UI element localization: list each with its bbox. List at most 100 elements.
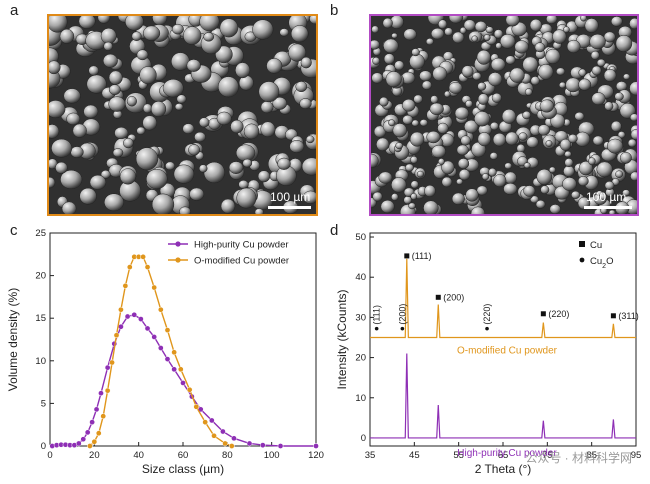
sem-particle	[125, 16, 144, 31]
sem-particle	[108, 84, 121, 96]
chart-c-point	[122, 282, 129, 289]
sem-particle	[444, 27, 453, 36]
sem-particle	[441, 160, 455, 175]
sem-particle	[372, 56, 380, 65]
sem-particle	[538, 64, 554, 80]
sem-particle	[610, 16, 623, 27]
sem-particle	[183, 26, 202, 45]
sem-particle	[103, 41, 113, 51]
chart-d-xtick-label: 55	[453, 450, 464, 461]
sem-particle	[301, 157, 316, 176]
chart-c-legend-label: High-purity Cu powder	[194, 240, 289, 251]
sem-particle	[474, 21, 488, 33]
chart-d-peak-label: (200)	[443, 292, 464, 302]
sem-particle	[549, 204, 561, 214]
chart-c-point	[140, 254, 146, 260]
sem-particle	[627, 138, 637, 148]
sem-particle	[630, 128, 637, 141]
sem-particle	[550, 113, 566, 129]
sem-particle	[622, 189, 631, 197]
sem-particle	[391, 177, 407, 193]
sem-particle	[388, 119, 396, 127]
sem-particle	[485, 26, 494, 34]
sem-particle	[556, 67, 566, 76]
sem-particle	[495, 42, 503, 50]
sem-particle	[217, 76, 239, 98]
sem-particle	[413, 94, 423, 104]
sem-particle	[529, 18, 543, 32]
chart-c-point	[180, 380, 186, 386]
sem-particle	[194, 131, 206, 143]
sem-particle	[410, 193, 418, 200]
sem-particle	[411, 119, 420, 127]
chart-c-point	[113, 332, 120, 339]
sem-particle	[131, 31, 142, 41]
sem-particle	[448, 81, 463, 94]
sem-particle	[288, 43, 307, 62]
sem-particle	[432, 66, 448, 82]
sem-particle	[136, 49, 149, 61]
sem-particle	[558, 81, 567, 89]
sem-particle	[526, 136, 539, 148]
sem-particle	[165, 161, 176, 171]
chart-c-xlabel: Size class (µm)	[142, 462, 224, 476]
sem-particle	[441, 176, 453, 188]
chart-c-point	[126, 264, 133, 270]
chart-c-point	[277, 443, 284, 449]
chart-c-point	[89, 419, 95, 425]
chart-c-xtick-label: 80	[222, 450, 233, 461]
sem-particle	[504, 162, 513, 170]
chart-d-cu-marker	[540, 311, 546, 317]
sem-particle	[457, 158, 470, 170]
scale-label-b: 100 µm	[586, 190, 627, 204]
sem-particle	[430, 27, 445, 40]
sem-particle	[471, 35, 478, 43]
sem-particle	[537, 124, 551, 136]
sem-particle	[578, 68, 587, 77]
chart-c-point	[75, 440, 82, 447]
sem-particle	[416, 170, 424, 178]
chart-c-point	[164, 327, 171, 333]
chart-c-legend-label: O-modified Cu powder	[194, 256, 289, 267]
sem-particle	[295, 81, 308, 93]
sem-particle	[299, 98, 312, 110]
chart-c-ytick-label: 0	[41, 441, 46, 452]
chart-c-point	[164, 356, 171, 362]
sem-particle	[219, 18, 239, 38]
sem-particle	[403, 28, 417, 41]
sem-particle	[493, 174, 507, 188]
chart-d-xtick-label: 95	[631, 450, 642, 461]
sem-particle	[179, 206, 191, 214]
chart-c-point	[151, 284, 158, 291]
sem-particle	[459, 26, 467, 35]
sem-particle	[461, 65, 474, 78]
sem-particle	[456, 178, 464, 185]
sem-particle	[60, 169, 83, 190]
sem-particle	[277, 157, 291, 170]
sem-particle	[564, 158, 574, 168]
sem-particle	[592, 135, 604, 146]
sem-particle	[590, 50, 600, 60]
sem-particle	[524, 88, 533, 96]
sem-particle	[391, 193, 399, 201]
sem-particle	[199, 16, 220, 32]
chart-c-ytick-label: 5	[41, 398, 46, 409]
sem-particle	[379, 96, 389, 107]
chart-c-ytick-label: 10	[35, 356, 46, 367]
chart-d-series-line	[370, 258, 636, 339]
sem-particle	[426, 130, 441, 144]
sem-particle	[66, 112, 81, 126]
sem-particle	[114, 126, 129, 140]
sem-particle	[470, 206, 486, 214]
sem-particle	[104, 193, 124, 212]
chart-c-legend-marker	[175, 257, 181, 263]
sem-particle	[530, 195, 539, 204]
chart-d-ytick-label: 30	[355, 312, 366, 323]
sem-particle	[578, 161, 593, 176]
sem-particle	[489, 152, 498, 160]
sem-particle	[102, 53, 118, 68]
sem-particle	[599, 193, 607, 201]
sem-particle	[235, 62, 251, 79]
sem-particle	[188, 144, 201, 156]
chart-d-xtick-label: 65	[498, 450, 509, 461]
